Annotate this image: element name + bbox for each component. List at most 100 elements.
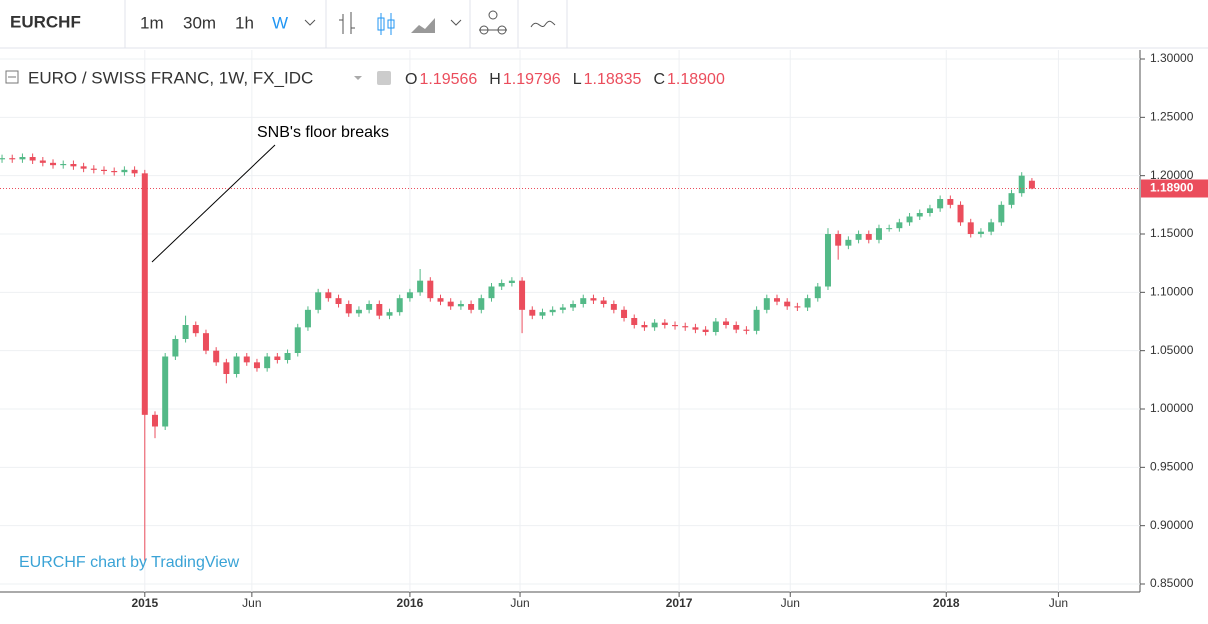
y-tick-label: 0.85000 bbox=[1150, 576, 1194, 590]
collapse-icon[interactable] bbox=[5, 70, 19, 84]
candle-body bbox=[733, 325, 740, 330]
eye-icon[interactable] bbox=[377, 71, 391, 85]
candle-body bbox=[621, 309, 628, 318]
candle-body bbox=[111, 171, 118, 173]
candle-body bbox=[824, 234, 831, 287]
candle-body bbox=[794, 306, 801, 308]
candle-body bbox=[682, 326, 689, 328]
candle-body bbox=[355, 309, 362, 314]
candle-body bbox=[90, 168, 97, 170]
symbol[interactable]: EURCHF bbox=[10, 12, 81, 31]
candle-body bbox=[661, 322, 668, 325]
x-tick-label: Jun bbox=[1049, 596, 1068, 610]
candle-body bbox=[906, 216, 913, 223]
legend-value: 1.18900 bbox=[667, 71, 725, 88]
candle-body bbox=[702, 329, 709, 332]
candle-body bbox=[488, 286, 495, 299]
candle-body bbox=[345, 304, 352, 314]
compare-icon[interactable] bbox=[530, 20, 556, 28]
candle-body bbox=[1018, 175, 1025, 194]
candle-body bbox=[804, 298, 811, 308]
y-tick-label: 1.10000 bbox=[1150, 285, 1194, 299]
candle-body bbox=[559, 307, 566, 310]
x-tick-label: 2016 bbox=[397, 596, 424, 610]
y-tick-label: 1.00000 bbox=[1150, 401, 1194, 415]
legend-dropdown[interactable] bbox=[354, 76, 362, 80]
candle-body bbox=[529, 309, 536, 316]
candle-body bbox=[580, 298, 587, 304]
candle-body bbox=[0, 158, 6, 160]
candle-body bbox=[437, 298, 444, 302]
candle-body bbox=[325, 292, 332, 299]
legend-key: H bbox=[489, 71, 501, 88]
y-tick-label: 0.95000 bbox=[1150, 460, 1194, 474]
candle-body bbox=[967, 222, 974, 234]
candle-body bbox=[651, 322, 658, 328]
candle-body bbox=[233, 356, 240, 374]
dropdown-icon[interactable] bbox=[304, 19, 316, 26]
candle-body bbox=[335, 298, 342, 304]
candle-body bbox=[50, 162, 57, 166]
candle-body bbox=[835, 234, 842, 246]
candle-body bbox=[253, 362, 260, 369]
candle-body bbox=[570, 304, 577, 308]
y-tick-label: 1.30000 bbox=[1150, 51, 1194, 65]
candle-body bbox=[406, 292, 413, 299]
candle-body bbox=[315, 292, 322, 310]
candle-body bbox=[121, 169, 128, 173]
candle-body bbox=[692, 327, 699, 330]
candle-body bbox=[855, 234, 862, 240]
legend-value: 1.19566 bbox=[419, 71, 477, 88]
legend-title: EURO / SWISS FRANC, 1W, FX_IDC bbox=[28, 68, 313, 87]
candle-body bbox=[549, 309, 556, 313]
candle-body bbox=[926, 208, 933, 213]
y-tick-label: 1.20000 bbox=[1150, 168, 1194, 182]
candle-body bbox=[743, 329, 750, 331]
candle-body bbox=[519, 280, 526, 310]
interval[interactable]: 1m bbox=[140, 13, 164, 32]
annotation: SNB's floor breaks bbox=[257, 124, 389, 141]
last-price-label: 1.18900 bbox=[1150, 181, 1194, 195]
candle-body bbox=[896, 222, 903, 229]
candle-body bbox=[274, 356, 281, 360]
candle-body bbox=[590, 298, 597, 301]
candle-body bbox=[539, 312, 546, 316]
candle-body bbox=[947, 199, 954, 205]
candle-body bbox=[784, 301, 791, 307]
legend-value: 1.19796 bbox=[503, 71, 561, 88]
candle-body bbox=[447, 301, 454, 307]
candle-body bbox=[641, 325, 648, 328]
legend-key: C bbox=[653, 71, 665, 88]
candle-body bbox=[937, 199, 944, 209]
candle-body bbox=[814, 286, 821, 299]
candle-body bbox=[427, 280, 434, 299]
candle-body bbox=[600, 300, 607, 304]
x-tick-label: Jun bbox=[781, 596, 800, 610]
watermark[interactable]: EURCHF chart by TradingView bbox=[19, 554, 240, 571]
candle-body bbox=[631, 318, 638, 325]
y-tick-label: 1.25000 bbox=[1150, 110, 1194, 124]
candle-body bbox=[610, 304, 617, 310]
candles-icon[interactable] bbox=[377, 13, 395, 35]
interval[interactable]: 1h bbox=[235, 13, 254, 32]
bars-icon[interactable] bbox=[339, 12, 355, 34]
candle-body bbox=[366, 304, 373, 310]
dropdown-icon[interactable] bbox=[450, 19, 462, 26]
candle-body bbox=[151, 414, 158, 427]
candle-body bbox=[712, 321, 719, 332]
legend-value: 1.18835 bbox=[584, 71, 642, 88]
candle-body bbox=[457, 304, 464, 307]
candle-body bbox=[1028, 180, 1035, 189]
x-tick-label: Jun bbox=[242, 596, 261, 610]
interval-active[interactable]: W bbox=[272, 13, 288, 32]
x-tick-label: 2015 bbox=[131, 596, 158, 610]
candle-body bbox=[9, 158, 16, 160]
interval[interactable]: 30m bbox=[183, 13, 216, 32]
candle-body bbox=[213, 350, 220, 363]
indicators-icon[interactable] bbox=[479, 10, 507, 35]
area-icon[interactable] bbox=[411, 18, 435, 33]
y-tick-label: 1.15000 bbox=[1150, 226, 1194, 240]
candle-body bbox=[957, 204, 964, 223]
candle-body bbox=[141, 173, 148, 415]
